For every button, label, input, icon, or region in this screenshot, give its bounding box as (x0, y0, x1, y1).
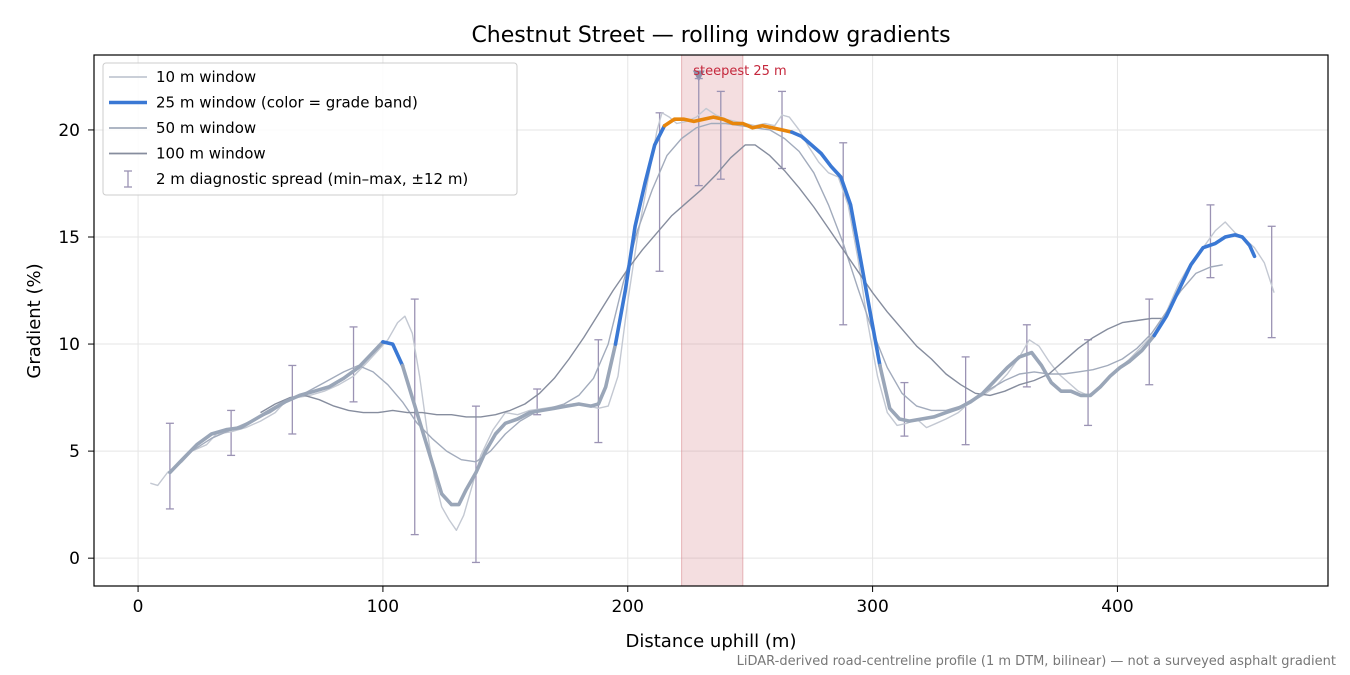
legend-label: 50 m window (156, 119, 256, 137)
legend-entry: 2 m diagnostic spread (min–max, ±12 m) (124, 170, 468, 188)
spread-bar (961, 356, 970, 446)
x-axis-ticks: 0 100 200 300 400 (133, 586, 1134, 617)
series-lines (150, 107, 1275, 531)
footnote: LiDAR-derived road-centreline profile (1… (737, 654, 1336, 669)
series-line-25m-moderate (789, 130, 882, 368)
steepest-highlight (681, 54, 744, 587)
plot-frame (93, 54, 1329, 587)
legend-label: 25 m window (color = grade band) (156, 94, 418, 112)
x-tick-label: 300 (856, 597, 888, 617)
spread-bar (1084, 339, 1093, 427)
series-line (191, 122, 1223, 463)
chart-title: Chestnut Street — rolling window gradien… (471, 23, 950, 48)
legend-label: 2 m diagnostic spread (min–max, ±12 m) (156, 170, 468, 188)
series-line-25m-steep (662, 115, 794, 134)
y-tick-label: 10 (58, 335, 80, 355)
spread-bar (716, 90, 725, 180)
series-line-25m-moderate (1152, 233, 1257, 338)
series-line (260, 144, 1162, 418)
legend: 10 m window 25 m window (color = grade ba… (102, 62, 518, 196)
spread-bar (1267, 225, 1276, 339)
legend-entry: 10 m window (109, 68, 256, 86)
spread-bar (1206, 204, 1215, 279)
series-line-25m-gentle (168, 340, 385, 475)
legend-entry: 100 m window (109, 145, 266, 163)
spread-bar (900, 381, 909, 437)
series-line-25m-moderate (613, 123, 667, 346)
y-tick-label: 5 (69, 442, 80, 462)
legend-entry: 25 m window (color = grade band) (109, 94, 418, 112)
legend-entry: 50 m window (109, 119, 256, 137)
spread-bar (839, 142, 848, 326)
y-axis-label: Gradient (%) (24, 263, 45, 378)
y-axis-ticks: 0 5 10 15 20 (58, 121, 94, 569)
steepest-annotation: steepest 25 m (693, 64, 786, 79)
x-axis-label: Distance uphill (m) (626, 631, 797, 652)
series-line-25m-gentle (400, 342, 618, 507)
spread-bar (694, 77, 703, 187)
steepest-band (681, 54, 744, 587)
spread-bar (165, 422, 174, 510)
spread-bar (410, 298, 419, 536)
steepest-marker (692, 70, 705, 82)
series-line-25m-gentle (878, 333, 1156, 423)
x-tick-label: 0 (133, 597, 144, 617)
series-line-25m-moderate (381, 340, 405, 368)
legend-label: 10 m window (156, 68, 256, 86)
legend-label: 100 m window (156, 145, 266, 163)
x-tick-label: 100 (367, 597, 399, 617)
x-tick-label: 400 (1101, 597, 1133, 617)
spread-bar (594, 339, 603, 444)
legend-box (102, 62, 518, 196)
spread-bar (471, 405, 480, 564)
x-tick-label: 200 (612, 597, 644, 617)
y-tick-label: 15 (58, 228, 80, 248)
gridlines (94, 55, 1328, 586)
spread-bar (227, 409, 236, 457)
y-tick-label: 0 (69, 549, 80, 569)
spread-bar (349, 326, 358, 403)
y-tick-label: 20 (58, 121, 80, 141)
